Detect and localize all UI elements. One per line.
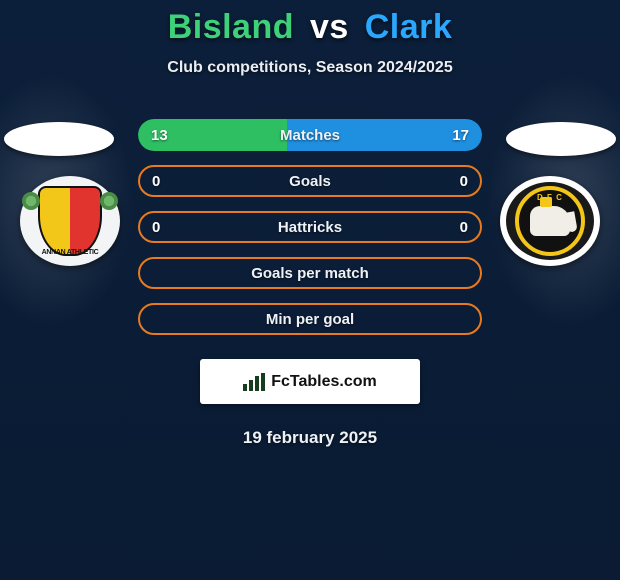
stat-value-right: 0 <box>460 219 468 236</box>
subtitle: Club competitions, Season 2024/2025 <box>0 59 620 77</box>
stat-bar: 0 0Goals <box>138 165 482 197</box>
stat-value-left: 13 <box>151 127 168 144</box>
fctables-branding[interactable]: FcTables.com <box>200 359 420 404</box>
stats-bars: 1317Matches00Goals00HattricksGoals per m… <box>138 119 482 335</box>
stat-bar: 1317Matches <box>138 119 482 151</box>
stat-fill-right: 17 <box>287 119 482 151</box>
title-player1: Bisland <box>168 8 294 46</box>
stat-bar: Goals per match <box>138 257 482 289</box>
stat-label: Hattricks <box>140 219 480 236</box>
infographic-content: Bisland vs Clark Club competitions, Seas… <box>0 0 620 448</box>
stat-label: Goals <box>140 173 480 190</box>
stat-bar: Min per goal <box>138 303 482 335</box>
fctables-text: FcTables.com <box>271 373 377 391</box>
fctables-logo-icon <box>243 373 265 391</box>
title-player2: Clark <box>365 8 453 46</box>
stat-value-left: 0 <box>152 219 160 236</box>
stat-label: Goals per match <box>140 265 480 282</box>
date-text: 19 february 2025 <box>0 428 620 448</box>
stat-label: Min per goal <box>140 311 480 328</box>
stat-fill-left: 13 <box>138 119 287 151</box>
stat-bar: 0 0Hattricks <box>138 211 482 243</box>
title-vs: vs <box>310 8 349 46</box>
page-title: Bisland vs Clark <box>0 8 620 47</box>
stat-value-left: 0 <box>152 173 160 190</box>
stat-value-right: 0 <box>460 173 468 190</box>
stat-value-right: 17 <box>452 127 469 144</box>
